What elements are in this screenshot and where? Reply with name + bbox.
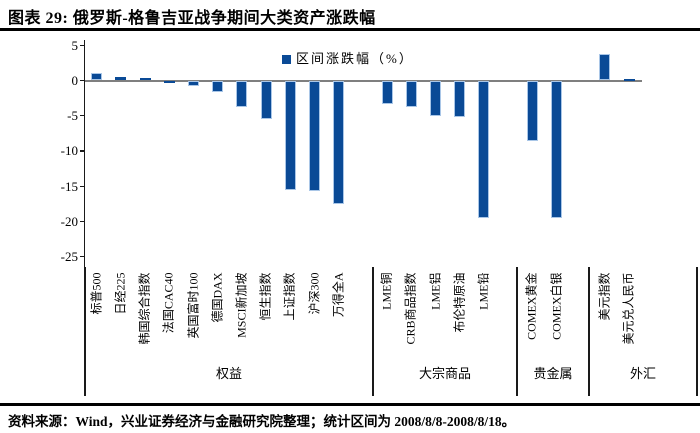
x-axis-label: COMEX白银 — [549, 272, 563, 340]
bar — [91, 72, 103, 81]
x-axis-group-label: 权益 — [215, 366, 242, 381]
top-rule — [0, 28, 700, 31]
y-axis-tick — [80, 80, 85, 82]
x-axis-label: 日经225 — [113, 272, 128, 315]
bar — [430, 80, 441, 116]
bar — [236, 80, 248, 107]
group-divider — [372, 267, 374, 396]
x-axis-group-label: 大宗商品 — [418, 366, 471, 381]
bar — [599, 54, 611, 81]
bar — [405, 80, 417, 108]
y-axis-tick-label: 0 — [71, 73, 79, 88]
x-axis-group-label: 外汇 — [629, 366, 656, 381]
x-axis-label: CRB商品指数 — [403, 272, 418, 345]
y-axis-tick — [80, 256, 85, 258]
bar — [333, 80, 345, 204]
bar — [526, 80, 538, 142]
legend-swatch-icon — [282, 54, 291, 64]
x-axis-label: LME铜 — [379, 272, 394, 310]
bottom-rule — [0, 403, 700, 406]
y-axis-tick — [80, 185, 85, 187]
bar — [188, 80, 199, 87]
group-divider — [516, 267, 518, 396]
bar — [309, 80, 320, 192]
x-axis-label: 布伦特原油 — [452, 272, 467, 333]
bar — [260, 80, 272, 120]
y-axis-tick-label: -10 — [60, 143, 78, 159]
bar — [551, 80, 562, 218]
x-axis-label: LME铝 — [428, 272, 442, 310]
y-axis-tick — [80, 150, 85, 152]
zero-gridline — [85, 79, 642, 82]
x-axis-label: LME铅 — [476, 272, 491, 310]
y-axis-tick-label: -5 — [67, 108, 78, 124]
source-note: 资料来源：Wind，兴业证券经济与金融研究院整理；统计区间为 2008/8/8-… — [8, 414, 516, 429]
x-axis-label: MSCI新加坡 — [234, 272, 249, 338]
y-axis-tick — [80, 220, 85, 223]
bar — [163, 80, 175, 83]
group-divider — [696, 267, 698, 396]
bar — [454, 80, 466, 118]
x-axis-label: 德国DAX — [210, 272, 225, 322]
x-axis-label: 英国富时100 — [186, 272, 200, 339]
bar — [212, 80, 224, 93]
y-axis-tick-label: -25 — [60, 249, 78, 264]
bar — [284, 80, 296, 190]
y-axis-tick — [80, 115, 85, 117]
x-axis-label: 恒生指数 — [258, 272, 273, 321]
x-axis-label: 美元指数 — [597, 272, 612, 321]
y-axis-tick-label: -15 — [60, 178, 78, 194]
group-divider — [588, 267, 590, 396]
y-axis-tick — [80, 44, 85, 47]
y-axis-tick-label: 5 — [71, 37, 79, 53]
bar — [115, 76, 127, 81]
x-axis-label: 上证指数 — [282, 272, 297, 321]
x-axis-label: 美元兑人民币 — [621, 272, 636, 345]
y-axis-line — [84, 40, 86, 267]
chart-legend: 区间涨跌幅（%） — [282, 52, 414, 66]
legend-label: 区间涨跌幅（%） — [296, 51, 414, 66]
x-axis-label: 沪深300 — [307, 272, 321, 315]
bar — [139, 77, 151, 81]
x-axis-label: COMEX黄金 — [524, 272, 539, 340]
group-divider — [84, 267, 86, 396]
x-axis-group-label: 贵金属 — [533, 366, 573, 381]
x-axis-label: 法国CAC40 — [161, 272, 176, 333]
x-axis-label: 韩国综合指数 — [137, 272, 152, 345]
y-axis-tick-label: -20 — [60, 213, 78, 229]
figure-title: 图表 29: 俄罗斯-格鲁吉亚战争期间大类资产涨跌幅 — [8, 10, 376, 27]
x-axis-label: 万得全A — [331, 272, 346, 317]
bar — [623, 79, 635, 82]
x-axis-label: 标普500 — [89, 272, 104, 315]
bar — [381, 80, 393, 104]
bar — [478, 80, 490, 219]
